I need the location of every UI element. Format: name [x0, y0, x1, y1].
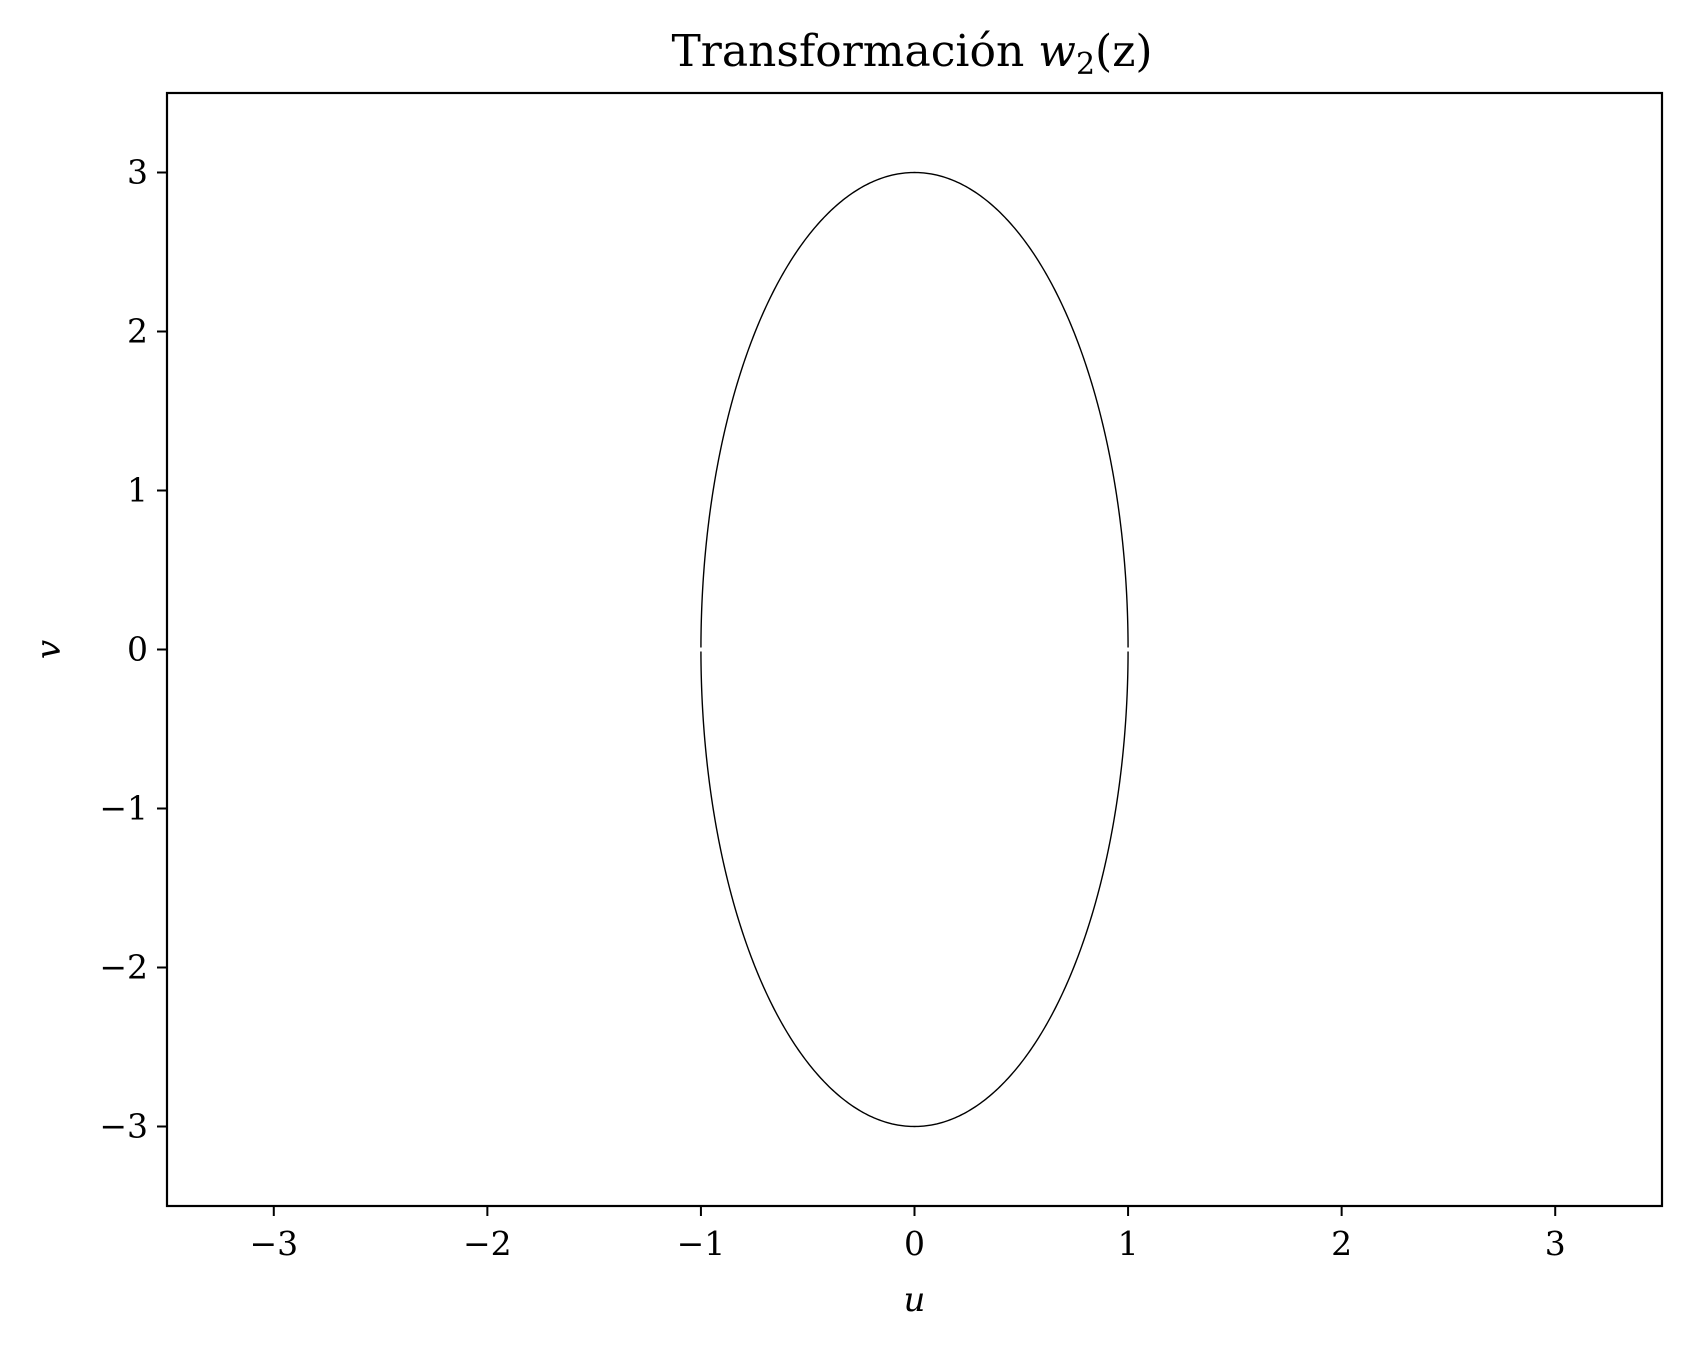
x-tick-label: 2 [1331, 1224, 1352, 1263]
chart-title-prefix: Transformación [671, 26, 1038, 77]
chart-title-subscript: 2 [1076, 47, 1095, 82]
chart-title-suffix: (z) [1095, 26, 1153, 77]
plot-area [698, 171, 1131, 1128]
chart-title: Transformación w2(z) [671, 26, 1152, 82]
y-axis-label: v [29, 640, 69, 659]
x-tick-label: 0 [904, 1224, 925, 1263]
y-tick-label: 1 [127, 471, 148, 510]
y-tick-label: −1 [99, 789, 148, 828]
x-tick-label: 3 [1545, 1224, 1566, 1263]
y-tick-label: −2 [99, 948, 148, 987]
x-axis-label: u [904, 1280, 926, 1320]
y-axis-ticks: −3 −2 −1 0 1 2 3 [99, 153, 167, 1146]
y-tick-label: 2 [127, 312, 148, 351]
x-axis-ticks: −3 −2 −1 0 1 2 3 [249, 1206, 1566, 1263]
chart-title-symbol: w [1038, 26, 1076, 77]
y-tick-label: −3 [99, 1107, 148, 1146]
curve-gap-layer [698, 647, 1131, 652]
y-tick-label: 3 [127, 153, 148, 192]
y-tick-label: 0 [127, 630, 148, 669]
x-tick-label: −1 [677, 1224, 726, 1263]
x-tick-label: −2 [463, 1224, 512, 1263]
x-tick-label: −3 [249, 1224, 298, 1263]
x-tick-label: 1 [1118, 1224, 1139, 1263]
